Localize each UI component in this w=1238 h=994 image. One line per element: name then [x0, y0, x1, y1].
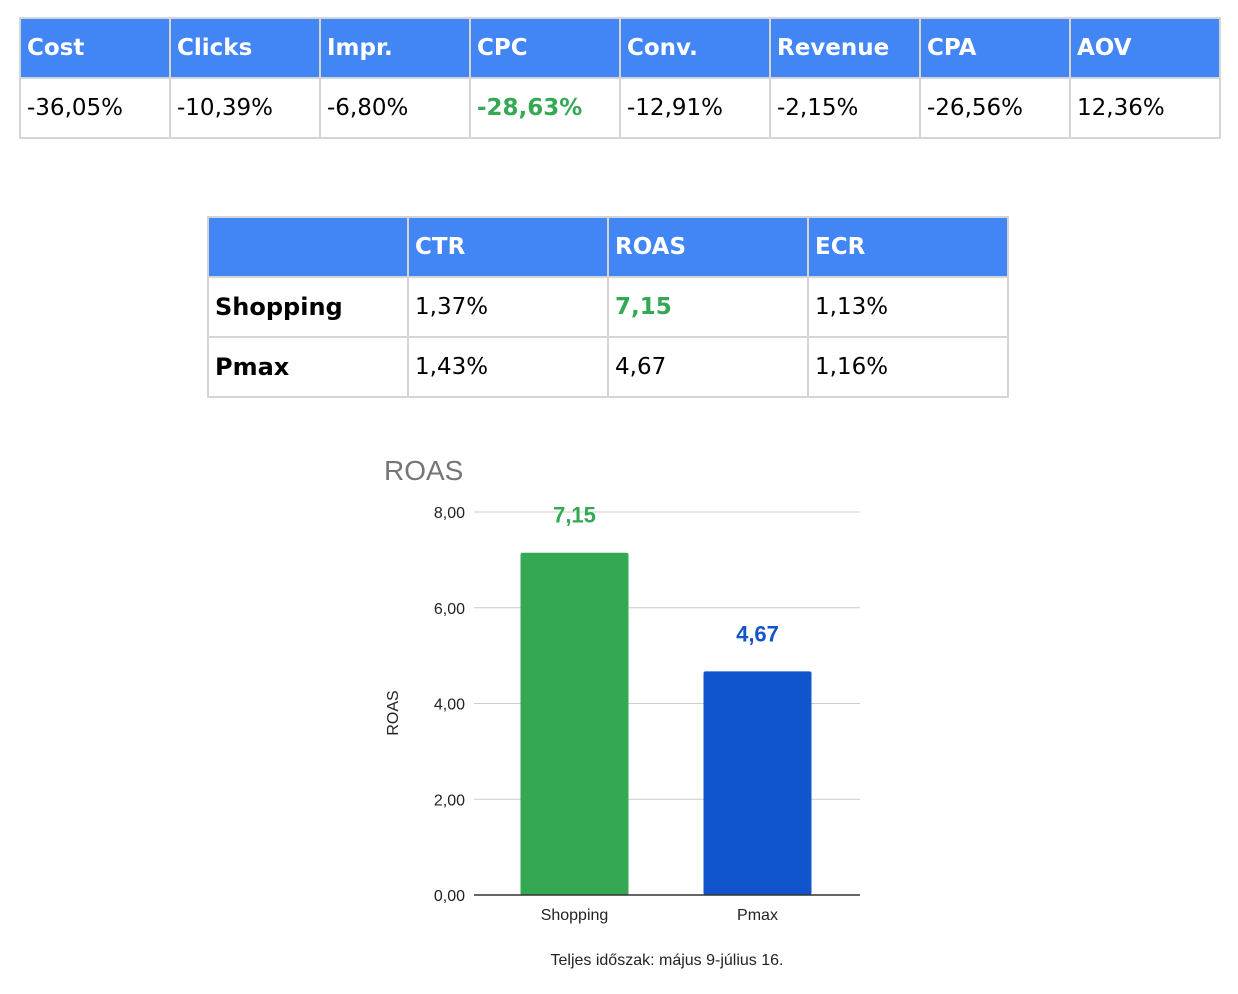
pmax-roas: 4,67 — [607, 336, 809, 398]
channel-comparison-table: CTR ROAS ECR Shopping 1,37% 7,15 1,13% P… — [207, 216, 1009, 398]
value-clicks: -10,39% — [169, 77, 321, 139]
channel-row-pmax: Pmax 1,43% 4,67 1,16% — [207, 336, 1009, 398]
chart-title: ROAS — [384, 455, 463, 486]
header-clicks: Clicks — [169, 17, 321, 79]
bar-value-label: 4,67 — [736, 621, 779, 646]
header-revenue: Revenue — [769, 17, 921, 79]
header-cpa: CPA — [919, 17, 1071, 79]
x-tick-labels: Shopping Pmax — [541, 907, 778, 924]
value-conv: -12,91% — [619, 77, 771, 139]
y-tick-label: 4,00 — [434, 697, 465, 714]
header-cost: Cost — [19, 17, 171, 79]
header-cpc: CPC — [469, 17, 621, 79]
row-label-shopping: Shopping — [207, 276, 409, 338]
y-tick-label: 8,00 — [434, 505, 465, 522]
y-tick-label: 6,00 — [434, 601, 465, 618]
shopping-ecr: 1,13% — [807, 276, 1009, 338]
x-tick-label: Pmax — [737, 907, 778, 924]
pmax-ecr: 1,16% — [807, 336, 1009, 398]
bars — [520, 552, 812, 895]
y-axis-label: ROAS — [385, 690, 402, 735]
bar-pmax — [703, 671, 812, 895]
bar-value-label: 7,15 — [553, 503, 596, 528]
value-aov: 12,36% — [1069, 77, 1221, 139]
y-tick-label: 2,00 — [434, 792, 465, 809]
y-tick-label: 0,00 — [434, 888, 465, 905]
channel-row-shopping: Shopping 1,37% 7,15 1,13% — [207, 276, 1009, 338]
value-impr: -6,80% — [319, 77, 471, 139]
header-ctr: CTR — [407, 216, 609, 278]
shopping-ctr: 1,37% — [407, 276, 609, 338]
channel-header-row: CTR ROAS ECR — [207, 216, 1009, 278]
bar-shopping — [520, 552, 629, 895]
value-cpc: -28,63% — [469, 77, 621, 139]
metrics-header-row: Cost Clicks Impr. CPC Conv. Revenue CPA … — [19, 17, 1221, 79]
header-ecr: ECR — [807, 216, 1009, 278]
x-tick-label: Shopping — [541, 907, 609, 924]
metrics-value-row: -36,05% -10,39% -6,80% -28,63% -12,91% -… — [19, 77, 1221, 139]
y-tick-labels: 0,00 2,00 4,00 6,00 8,00 — [434, 505, 465, 905]
row-label-pmax: Pmax — [207, 336, 409, 398]
bar-value-labels: 7,15 4,67 — [553, 503, 779, 647]
metrics-change-table: Cost Clicks Impr. CPC Conv. Revenue CPA … — [19, 17, 1221, 139]
shopping-roas: 7,15 — [607, 276, 809, 338]
pmax-ctr: 1,43% — [407, 336, 609, 398]
header-empty — [207, 216, 409, 278]
value-cpa: -26,56% — [919, 77, 1071, 139]
header-impr: Impr. — [319, 17, 471, 79]
header-roas: ROAS — [607, 216, 809, 278]
value-revenue: -2,15% — [769, 77, 921, 139]
header-aov: AOV — [1069, 17, 1221, 79]
value-cost: -36,05% — [19, 77, 171, 139]
header-conv: Conv. — [619, 17, 771, 79]
chart-footnote: Teljes időszak: május 9-július 16. — [551, 952, 784, 969]
